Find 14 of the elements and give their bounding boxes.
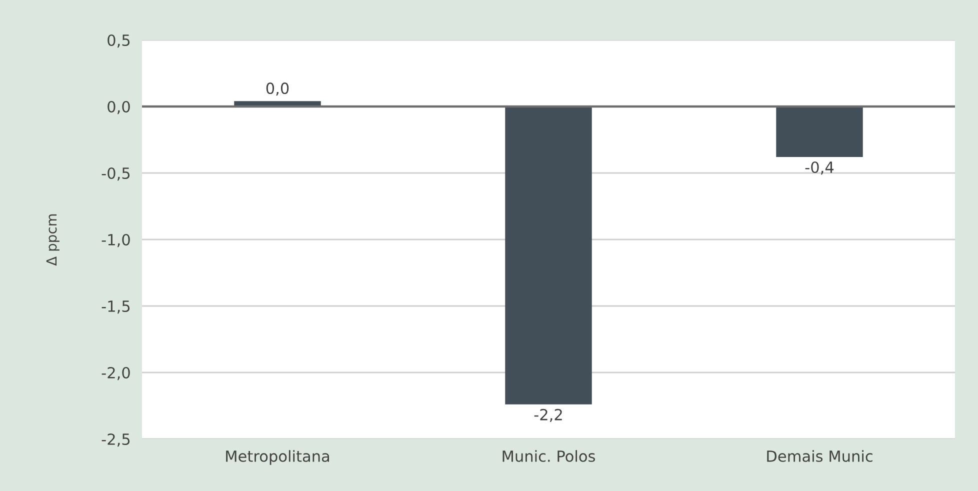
y-tick-label: 0,5 xyxy=(108,34,130,48)
y-tick-label: -0,5 xyxy=(102,167,130,181)
y-tick-label: -2,0 xyxy=(102,366,130,380)
data-label: -2,2 xyxy=(534,408,562,422)
y-axis-title: Δ ppcm xyxy=(46,214,60,266)
y-tick-label: -2,5 xyxy=(102,433,130,447)
y-tick-label: -1,5 xyxy=(102,300,130,314)
x-tick-label: Munic. Polos xyxy=(502,450,595,462)
data-label: 0,0 xyxy=(266,82,289,96)
y-tick-label: -1,0 xyxy=(102,234,130,248)
x-tick-label: Metropolitana xyxy=(226,450,330,465)
data-label: -0,4 xyxy=(805,161,834,175)
y-tick-label: 0,0 xyxy=(108,100,130,114)
x-tick-label: Demais Munic xyxy=(767,450,872,462)
